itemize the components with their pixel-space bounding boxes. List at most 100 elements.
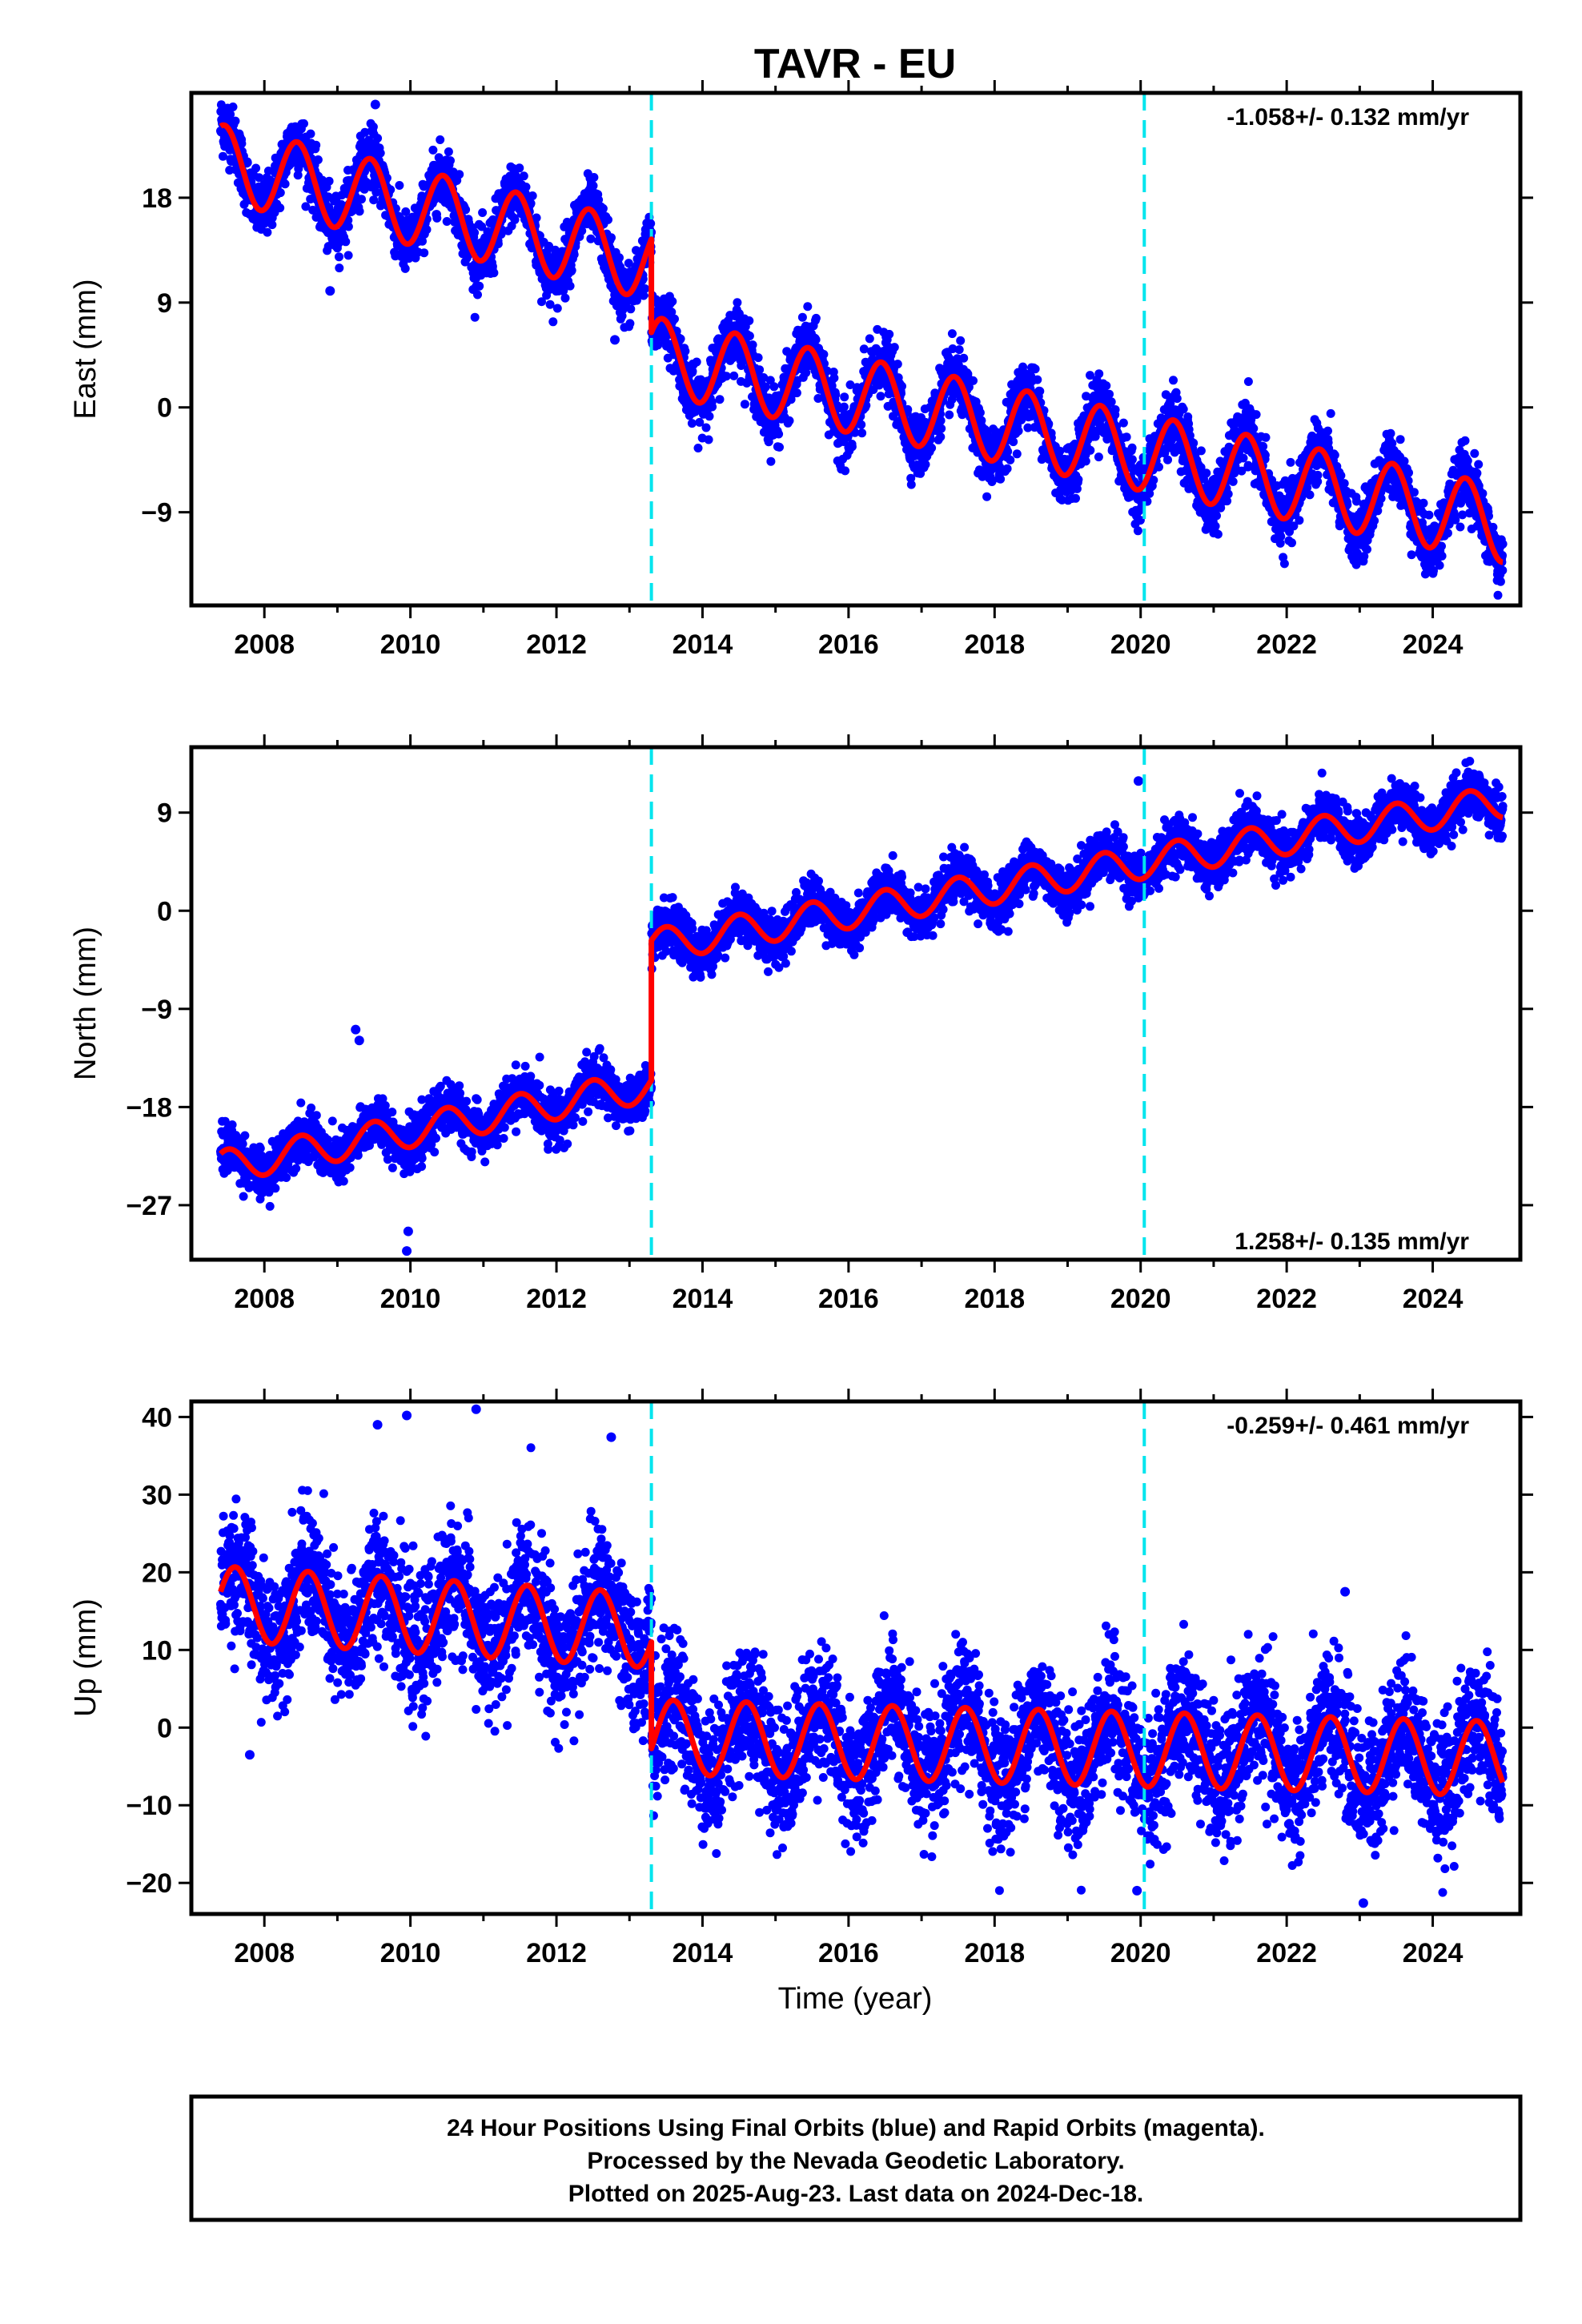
data-point — [687, 419, 697, 428]
data-point — [797, 312, 807, 322]
data-point — [1239, 453, 1248, 463]
data-point — [996, 474, 1006, 484]
data-point — [740, 400, 749, 409]
data-point — [1196, 446, 1206, 456]
data-point — [475, 281, 484, 291]
data-point — [519, 171, 528, 181]
data-point — [676, 334, 685, 344]
data-point — [243, 158, 252, 167]
data-point — [1163, 455, 1172, 464]
data-point — [969, 376, 978, 385]
data-point — [400, 263, 410, 273]
data-point — [604, 215, 612, 224]
data-point — [299, 119, 308, 128]
data-point — [324, 176, 334, 186]
data-point — [759, 373, 769, 382]
data-point — [761, 382, 770, 392]
data-point — [831, 390, 841, 400]
data-point — [545, 300, 555, 309]
data-point — [1363, 545, 1371, 554]
data-point — [559, 285, 568, 295]
data-point — [889, 343, 899, 352]
data-point — [937, 424, 946, 433]
data-point — [586, 234, 596, 243]
data-point — [701, 423, 711, 432]
data-point — [936, 416, 946, 425]
data-point — [1169, 376, 1178, 385]
data-point — [313, 155, 323, 164]
data-point — [1081, 456, 1090, 466]
data-point — [811, 335, 821, 344]
data-point — [560, 293, 570, 303]
data-point — [975, 408, 985, 417]
data-point — [625, 319, 635, 328]
data-point — [343, 222, 353, 231]
data-point — [528, 191, 537, 200]
data-point — [748, 340, 757, 350]
data-point — [422, 225, 432, 235]
data-point — [473, 290, 482, 300]
data-point — [444, 147, 453, 156]
data-point — [640, 284, 650, 293]
data-point — [267, 220, 277, 230]
data-point — [311, 140, 321, 150]
data-point — [1323, 426, 1332, 436]
data-point — [667, 308, 677, 317]
data-point — [954, 345, 964, 355]
data-point — [850, 428, 860, 437]
data-point — [845, 380, 855, 389]
data-point — [237, 139, 247, 148]
data-point — [301, 202, 311, 211]
data-point — [368, 122, 378, 131]
data-point — [1211, 521, 1220, 531]
data-point — [639, 291, 648, 300]
data-point — [219, 151, 227, 161]
data-point — [906, 473, 916, 483]
data-point — [704, 435, 713, 444]
data-point — [1213, 529, 1223, 539]
data-point — [1110, 405, 1120, 414]
data-point — [418, 236, 427, 246]
data-point — [526, 199, 536, 208]
data-point — [947, 329, 957, 339]
data-point — [594, 195, 604, 204]
data-point — [1006, 455, 1015, 464]
data-point — [1118, 418, 1128, 428]
data-point — [1336, 471, 1346, 480]
data-point — [766, 456, 776, 466]
data-point — [537, 297, 546, 307]
data-point — [1407, 550, 1416, 560]
data-point — [1094, 369, 1104, 379]
data-point — [280, 179, 290, 189]
data-point — [708, 402, 717, 412]
data-point — [598, 203, 608, 213]
data-point — [1122, 432, 1131, 442]
data-point — [769, 382, 779, 392]
data-point — [401, 207, 411, 216]
data-point — [318, 175, 327, 185]
data-point — [1212, 511, 1222, 521]
data-point — [1030, 364, 1040, 374]
data-point — [803, 302, 813, 312]
data-point — [626, 304, 636, 314]
data-point — [688, 367, 697, 376]
data-point — [1202, 468, 1211, 478]
data-point — [1002, 464, 1012, 473]
data-point — [432, 213, 442, 223]
data-point — [1305, 490, 1315, 500]
data-point — [801, 368, 811, 377]
data-point — [1154, 462, 1163, 472]
data-point — [508, 163, 518, 173]
data-point — [745, 332, 754, 340]
data-point — [945, 410, 954, 420]
data-point — [343, 251, 353, 260]
east-panel: 2008 2010 2012 2014 2016 2018 2020 2022 2024−909… — [69, 80, 1533, 660]
data-point — [1287, 538, 1296, 548]
data-point — [1133, 526, 1142, 536]
data-point — [1370, 516, 1379, 525]
data-point — [373, 134, 383, 143]
data-point — [822, 366, 832, 376]
data-point — [306, 129, 315, 139]
data-point — [753, 353, 763, 363]
